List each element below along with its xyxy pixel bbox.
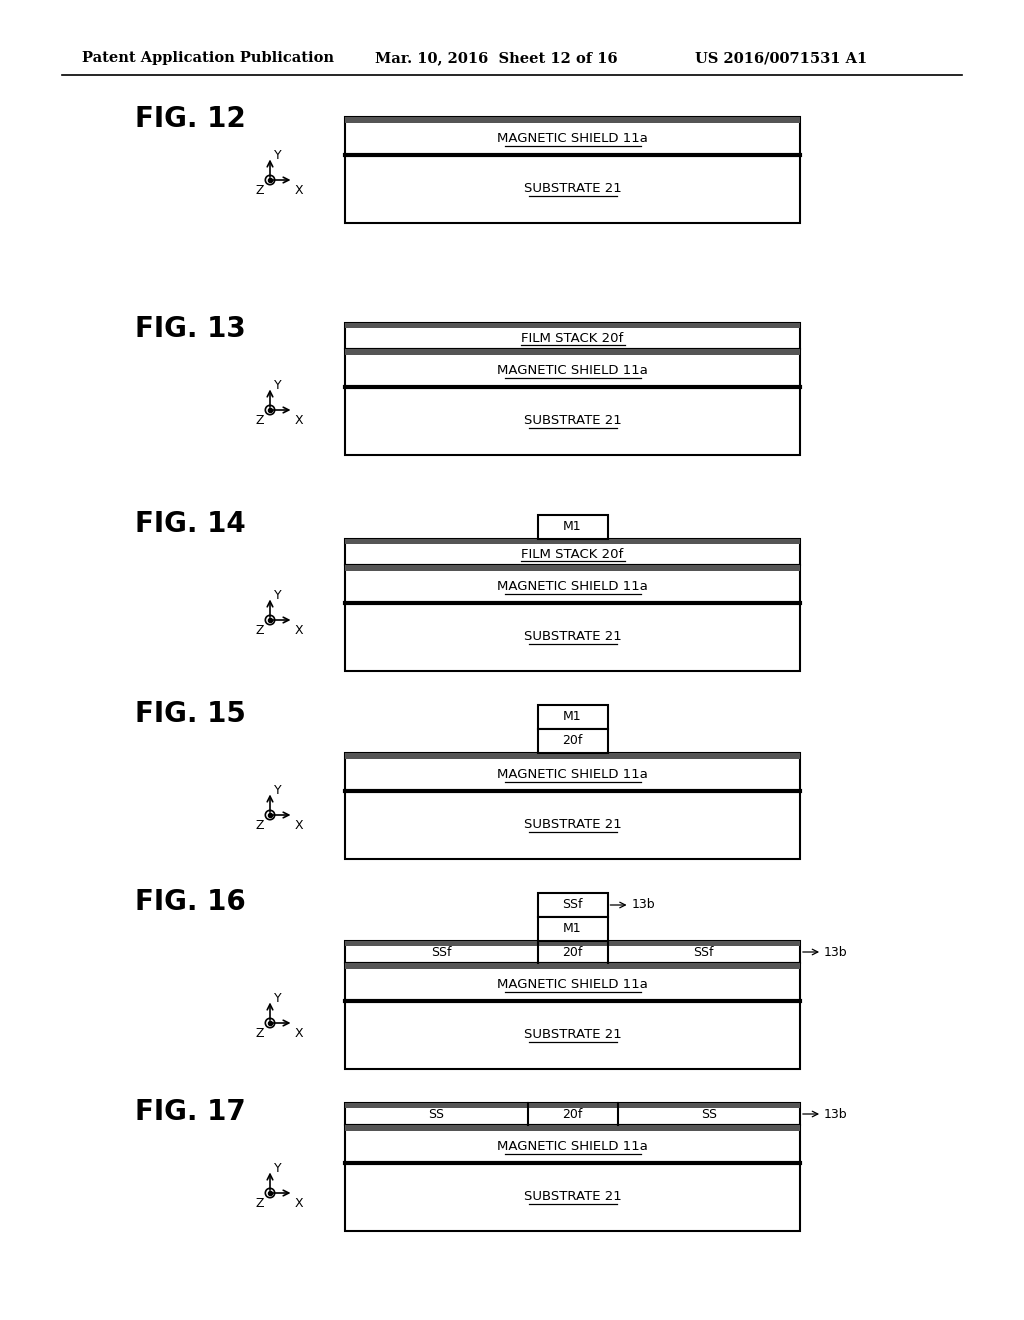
Text: Z: Z: [256, 183, 264, 197]
Text: Patent Application Publication: Patent Application Publication: [82, 51, 334, 65]
Text: SSf: SSf: [562, 899, 583, 912]
Text: SSf: SSf: [693, 945, 714, 958]
Bar: [345, 941, 800, 946]
Text: SUBSTRATE 21: SUBSTRATE 21: [523, 1028, 622, 1041]
Text: X: X: [295, 624, 303, 638]
Text: SUBSTRATE 21: SUBSTRATE 21: [523, 182, 622, 195]
Text: FILM STACK 20f: FILM STACK 20f: [521, 548, 624, 561]
Text: M1: M1: [563, 520, 582, 533]
Text: FIG. 12: FIG. 12: [135, 106, 246, 133]
Text: SUBSTRATE 21: SUBSTRATE 21: [523, 818, 622, 832]
Bar: [345, 323, 800, 327]
Bar: [538, 917, 607, 941]
Text: X: X: [295, 414, 303, 426]
Bar: [538, 515, 607, 539]
Text: Y: Y: [274, 149, 282, 162]
Text: MAGNETIC SHIELD 11a: MAGNETIC SHIELD 11a: [497, 364, 648, 378]
Text: SUBSTRATE 21: SUBSTRATE 21: [523, 1191, 622, 1204]
Text: SS: SS: [428, 1107, 444, 1121]
Text: FIG. 14: FIG. 14: [135, 510, 246, 539]
Text: SSf: SSf: [431, 945, 452, 958]
Text: X: X: [295, 1027, 303, 1040]
Text: SS: SS: [700, 1107, 717, 1121]
Text: 20f: 20f: [562, 734, 583, 747]
Bar: [345, 964, 800, 1001]
Text: MAGNETIC SHIELD 11a: MAGNETIC SHIELD 11a: [497, 978, 648, 991]
Text: US 2016/0071531 A1: US 2016/0071531 A1: [695, 51, 867, 65]
Bar: [345, 603, 800, 671]
Text: Y: Y: [274, 991, 282, 1005]
Text: Y: Y: [274, 784, 282, 797]
Bar: [345, 117, 800, 154]
Bar: [345, 941, 800, 964]
Text: 13b: 13b: [824, 1107, 848, 1121]
Bar: [538, 894, 607, 917]
Text: Z: Z: [256, 818, 264, 832]
Bar: [345, 565, 800, 572]
Text: 13b: 13b: [824, 945, 848, 958]
Bar: [538, 705, 607, 729]
Bar: [345, 791, 800, 859]
Text: FILM STACK 20f: FILM STACK 20f: [521, 331, 624, 345]
Text: FIG. 13: FIG. 13: [135, 315, 246, 343]
Bar: [345, 964, 800, 969]
Bar: [345, 539, 800, 544]
Bar: [345, 1104, 800, 1107]
Text: Z: Z: [256, 624, 264, 638]
Text: SUBSTRATE 21: SUBSTRATE 21: [523, 631, 622, 644]
Text: X: X: [295, 818, 303, 832]
Text: X: X: [295, 183, 303, 197]
Text: Z: Z: [256, 1197, 264, 1210]
Bar: [345, 154, 800, 223]
Bar: [345, 1125, 800, 1131]
Bar: [345, 1001, 800, 1069]
Text: MAGNETIC SHIELD 11a: MAGNETIC SHIELD 11a: [497, 768, 648, 781]
Text: FIG. 15: FIG. 15: [135, 700, 246, 729]
Text: X: X: [295, 1197, 303, 1210]
Text: 20f: 20f: [562, 945, 583, 958]
Text: MAGNETIC SHIELD 11a: MAGNETIC SHIELD 11a: [497, 1140, 648, 1154]
Text: M1: M1: [563, 923, 582, 936]
Text: Z: Z: [256, 414, 264, 426]
Text: 13b: 13b: [632, 899, 655, 912]
Text: FIG. 16: FIG. 16: [135, 888, 246, 916]
Text: MAGNETIC SHIELD 11a: MAGNETIC SHIELD 11a: [497, 132, 648, 145]
Text: Y: Y: [274, 379, 282, 392]
Bar: [345, 752, 800, 759]
Text: SUBSTRATE 21: SUBSTRATE 21: [523, 414, 622, 428]
Bar: [345, 565, 800, 603]
Bar: [345, 323, 800, 348]
Text: MAGNETIC SHIELD 11a: MAGNETIC SHIELD 11a: [497, 581, 648, 594]
Bar: [345, 387, 800, 455]
Bar: [345, 1104, 800, 1125]
Bar: [345, 117, 800, 123]
Bar: [345, 348, 800, 355]
Bar: [345, 348, 800, 387]
Text: Y: Y: [274, 1162, 282, 1175]
Bar: [345, 752, 800, 791]
Text: Mar. 10, 2016  Sheet 12 of 16: Mar. 10, 2016 Sheet 12 of 16: [375, 51, 617, 65]
Text: Z: Z: [256, 1027, 264, 1040]
Bar: [345, 1125, 800, 1163]
Bar: [345, 539, 800, 565]
Text: M1: M1: [563, 710, 582, 723]
Bar: [538, 729, 607, 752]
Text: 20f: 20f: [562, 1107, 583, 1121]
Text: Y: Y: [274, 589, 282, 602]
Text: FIG. 17: FIG. 17: [135, 1098, 246, 1126]
Bar: [345, 1163, 800, 1232]
